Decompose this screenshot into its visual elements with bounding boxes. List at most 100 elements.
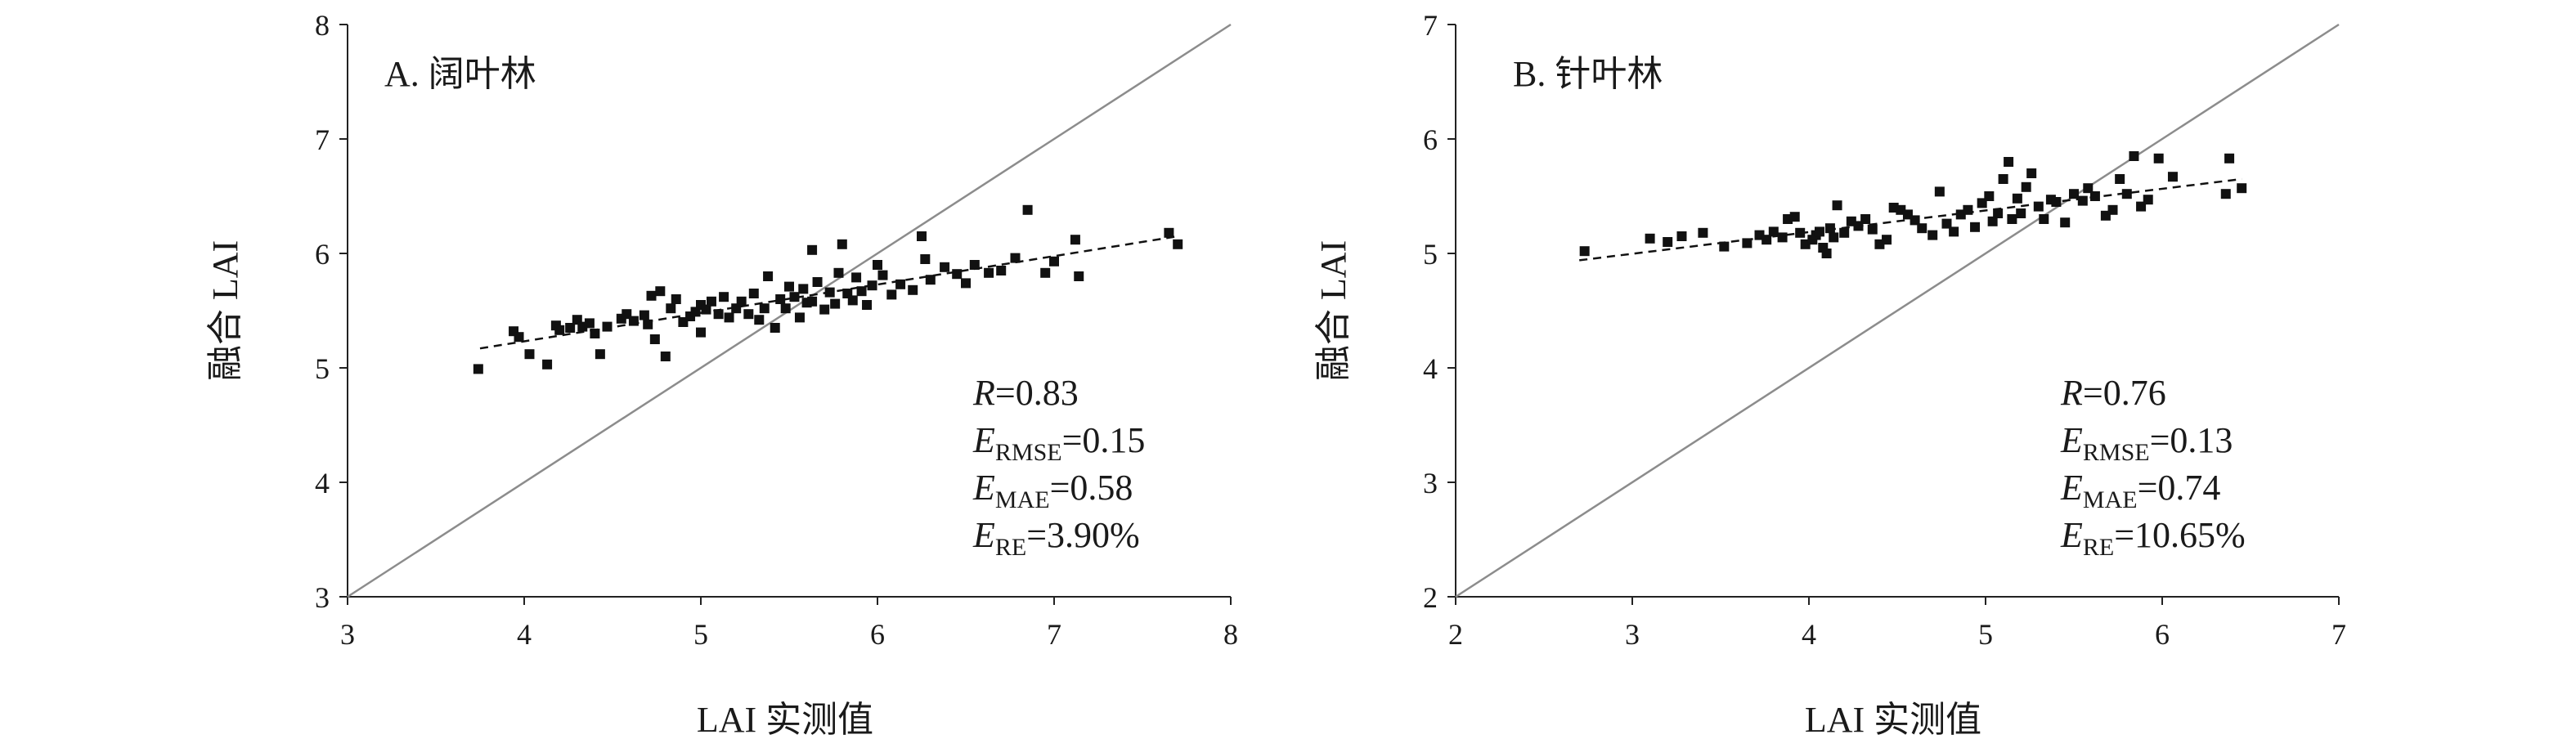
- scatter-point: [1070, 235, 1080, 245]
- x-axis-title: LAI 实测值: [697, 700, 873, 740]
- scatter-point: [1663, 237, 1673, 247]
- stat-line: ERMSE=0.15: [972, 420, 1145, 466]
- scatter-point: [784, 281, 794, 292]
- scatter-point: [770, 323, 780, 333]
- stat-symbol: E: [2060, 468, 2083, 508]
- stat-value: =0.74: [2138, 468, 2221, 508]
- scatter-point: [984, 267, 994, 278]
- scatter-point: [833, 267, 844, 278]
- x-tick-label: 2: [1448, 618, 1463, 651]
- scatter-point: [775, 294, 786, 304]
- stat-symbol: E: [2060, 420, 2083, 460]
- scatter-point: [780, 303, 791, 314]
- scatter-point: [1795, 227, 1806, 238]
- scatter-point: [1173, 239, 1183, 249]
- scatter-point: [856, 286, 867, 297]
- scatter-point: [1645, 233, 1655, 244]
- x-tick-label: 7: [1047, 618, 1061, 651]
- scatter-point: [1074, 271, 1084, 281]
- scatter-point: [1768, 226, 1779, 237]
- scatter-point: [754, 315, 765, 325]
- scatter-point: [2089, 191, 2100, 201]
- scatter-point: [554, 325, 565, 335]
- scatter-point: [1949, 226, 1959, 237]
- scatter-point: [706, 296, 716, 307]
- scatter-point: [646, 290, 657, 301]
- scatter-point: [1814, 226, 1824, 237]
- scatter-point: [763, 271, 774, 281]
- scatter-point: [862, 300, 873, 310]
- scatter-point: [877, 270, 888, 280]
- scatter-point: [660, 352, 671, 361]
- scatter-point: [830, 298, 841, 309]
- scatter-point: [1824, 223, 1835, 234]
- scatter-point: [2033, 201, 2044, 212]
- stat-value: =3.90%: [1026, 515, 1139, 555]
- stat-subscript: MAE: [995, 486, 1050, 513]
- scatter-point: [2224, 153, 2235, 163]
- scatter-point: [886, 289, 897, 300]
- identity-line: [1455, 23, 2340, 598]
- scatter-point: [798, 284, 809, 294]
- stat-symbol: E: [972, 420, 995, 460]
- scatter-point: [1928, 230, 1938, 240]
- stat-subscript: MAE: [2083, 486, 2138, 513]
- scatter-point: [1970, 222, 1981, 232]
- x-tick-label: 5: [693, 618, 708, 651]
- stat-subscript: RE: [995, 534, 1026, 561]
- stat-symbol: R: [972, 373, 995, 413]
- scatter-point: [1719, 241, 1730, 252]
- x-axis-title: LAI 实测值: [1805, 700, 1981, 740]
- scatter-point: [701, 304, 711, 315]
- scatter-point: [655, 286, 666, 297]
- scatter-point: [671, 294, 681, 304]
- scatter-point: [473, 364, 483, 374]
- scatter-point: [920, 254, 931, 264]
- stat-line: EMAE=0.74: [2060, 468, 2220, 513]
- scatter-point: [595, 349, 605, 360]
- y-tick-label: 3: [315, 581, 330, 614]
- scatter-point: [748, 289, 759, 298]
- scatter-point: [542, 359, 553, 370]
- scatter-point: [807, 296, 818, 307]
- stat-value: =0.76: [2083, 373, 2166, 413]
- stat-value: =0.83: [995, 373, 1079, 413]
- stat-value: =0.58: [1050, 468, 1133, 508]
- scatter-point: [917, 231, 927, 241]
- scatter-point: [961, 278, 971, 289]
- stat-line: R=0.83: [972, 373, 1079, 413]
- scatter-point: [1998, 174, 2008, 184]
- scatter-point: [1839, 227, 1850, 238]
- y-tick-label: 5: [315, 352, 330, 385]
- scatter-point: [602, 321, 613, 332]
- scatter-point: [2220, 189, 2231, 199]
- y-tick-label: 4: [1423, 352, 1438, 385]
- scatter-point: [1789, 212, 1800, 222]
- scatter-point: [719, 292, 729, 302]
- scatter-point: [1934, 186, 1945, 197]
- scatter-point: [643, 319, 653, 329]
- x-tick-label: 8: [1223, 618, 1238, 651]
- y-tick-label: 2: [1423, 581, 1438, 614]
- y-axis-title: 融合 LAI: [1313, 240, 1353, 381]
- scatter-point: [1049, 256, 1059, 267]
- x-tick-label: 4: [1802, 618, 1816, 651]
- scatter-point: [873, 260, 882, 270]
- scatter-point: [1832, 200, 1842, 211]
- scatter-point: [2004, 157, 2014, 167]
- stat-symbol: E: [2060, 515, 2083, 555]
- scatter-point: [996, 266, 1007, 275]
- scatter-point: [713, 309, 724, 320]
- scatter-point: [2143, 195, 2153, 205]
- scatter-point: [2153, 153, 2164, 163]
- scatter-point: [1698, 227, 1708, 238]
- scatter-point: [2121, 189, 2132, 199]
- scatter-point: [1579, 246, 1590, 257]
- x-tick-label: 6: [2155, 618, 2170, 651]
- stat-line: R=0.76: [2060, 373, 2166, 413]
- scatter-point: [969, 260, 980, 270]
- scatter-point: [867, 280, 877, 291]
- scatter-point: [1164, 227, 1174, 238]
